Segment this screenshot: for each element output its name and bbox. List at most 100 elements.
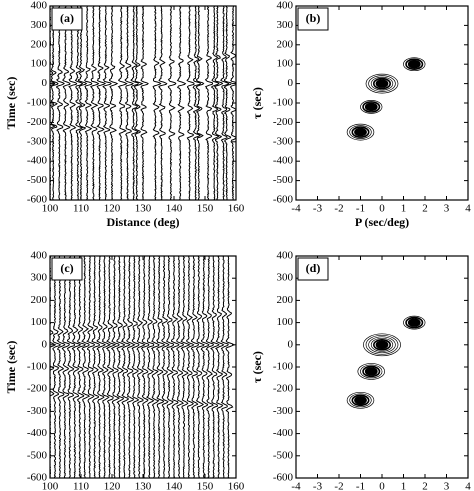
peak: [407, 59, 421, 69]
x-tick-label: 3: [444, 481, 450, 491]
trace: [101, 256, 112, 478]
y-tick-label: -500: [27, 449, 48, 461]
y-tick-label: 0: [42, 77, 48, 89]
contour-ring: [360, 364, 383, 379]
y-axis-label: Time (sec): [4, 341, 18, 394]
y-tick-label: -200: [273, 383, 294, 395]
x-tick-label: -1: [356, 203, 365, 215]
y-axis-label: Time (sec): [4, 77, 18, 130]
x-tick-label: 140: [166, 481, 183, 491]
y-tick-label: 300: [31, 19, 48, 31]
x-tick-label: -2: [334, 481, 343, 491]
x-tick-label: 130: [135, 203, 152, 215]
trace: [81, 256, 90, 478]
trace: [108, 6, 119, 200]
contour-ring: [351, 126, 370, 138]
x-tick-label: 140: [166, 203, 183, 215]
contour-ring: [346, 391, 375, 409]
contour-ring: [405, 58, 424, 70]
x-tick-label: -3: [313, 481, 323, 491]
y-tick-label: 200: [277, 38, 294, 50]
y-tick-label: -400: [273, 427, 294, 439]
contour-ring: [349, 125, 372, 139]
y-tick-label: 200: [277, 294, 294, 306]
contour-ring: [403, 57, 426, 72]
trace: [105, 256, 117, 478]
trace: [176, 256, 185, 478]
trace: [61, 256, 70, 478]
y-tick-label: 100: [277, 58, 294, 70]
panel-label-box: [51, 7, 83, 31]
x-tick-label: 110: [73, 203, 90, 215]
panel-label-box: [51, 257, 83, 281]
trace: [102, 6, 112, 200]
y-tick-label: 100: [31, 58, 48, 70]
y-tick-label: 100: [277, 316, 294, 328]
axes-frame: [295, 5, 469, 201]
y-tick-label: -300: [273, 135, 294, 147]
y-tick-label: -600: [27, 194, 48, 206]
x-tick-label: -4: [291, 481, 301, 491]
panel-label: (d): [306, 261, 321, 275]
plot-area: [50, 6, 236, 200]
trace: [117, 6, 128, 200]
y-tick-label: -100: [27, 361, 48, 373]
x-tick-label: -1: [356, 481, 365, 491]
plot-area: [346, 57, 426, 141]
y-tick-label: -200: [27, 383, 48, 395]
y-tick-label: -200: [27, 116, 48, 128]
x-tick-label: 120: [104, 481, 121, 491]
plot-area: [50, 256, 236, 478]
x-tick-label: 4: [465, 203, 471, 215]
trace: [195, 256, 205, 478]
peak: [375, 340, 389, 350]
trace: [124, 6, 134, 200]
trace: [152, 6, 162, 200]
y-tick-label: -100: [273, 361, 294, 373]
y-tick-label: -400: [27, 427, 48, 439]
contour-ring: [365, 73, 399, 94]
trace: [220, 256, 229, 478]
x-tick-label: 2: [422, 203, 428, 215]
x-tick-label: 120: [104, 203, 121, 215]
x-tick-label: 1: [401, 203, 407, 215]
y-tick-label: 300: [31, 272, 48, 284]
x-tick-label: -4: [291, 203, 301, 215]
y-tick-label: 0: [42, 338, 48, 350]
x-tick-label: 1: [401, 481, 407, 491]
contour-ring: [368, 75, 396, 92]
trace: [166, 256, 175, 478]
x-axis-label: P (sec/deg): [355, 215, 409, 229]
y-tick-label: -600: [273, 472, 294, 484]
y-axis-label: τ (sec): [250, 87, 264, 119]
y-axis-label: τ (sec): [250, 351, 264, 383]
trace: [156, 256, 166, 478]
contour-ring: [349, 393, 372, 408]
y-tick-label: -600: [27, 472, 48, 484]
trace: [136, 256, 146, 478]
contour-ring: [372, 338, 391, 351]
trace: [52, 256, 62, 478]
peak: [364, 367, 378, 376]
trace: [74, 6, 84, 200]
trace: [170, 256, 180, 478]
trace: [131, 256, 140, 478]
peak: [407, 318, 421, 327]
trace: [205, 256, 214, 478]
y-tick-label: -400: [273, 155, 294, 167]
contour-ring: [403, 315, 426, 330]
x-tick-label: 0: [379, 481, 385, 491]
y-tick-label: 400: [31, 250, 48, 262]
trace: [84, 6, 93, 200]
y-tick-label: -100: [27, 97, 48, 109]
y-tick-label: 0: [288, 338, 294, 350]
trace: [167, 6, 177, 200]
peak: [354, 395, 367, 405]
y-tick-label: 400: [277, 0, 294, 12]
trace: [225, 256, 236, 478]
x-tick-label: 130: [135, 481, 152, 491]
y-tick-label: -400: [27, 155, 48, 167]
axes-frame: [49, 5, 237, 201]
y-tick-label: 300: [277, 19, 294, 31]
